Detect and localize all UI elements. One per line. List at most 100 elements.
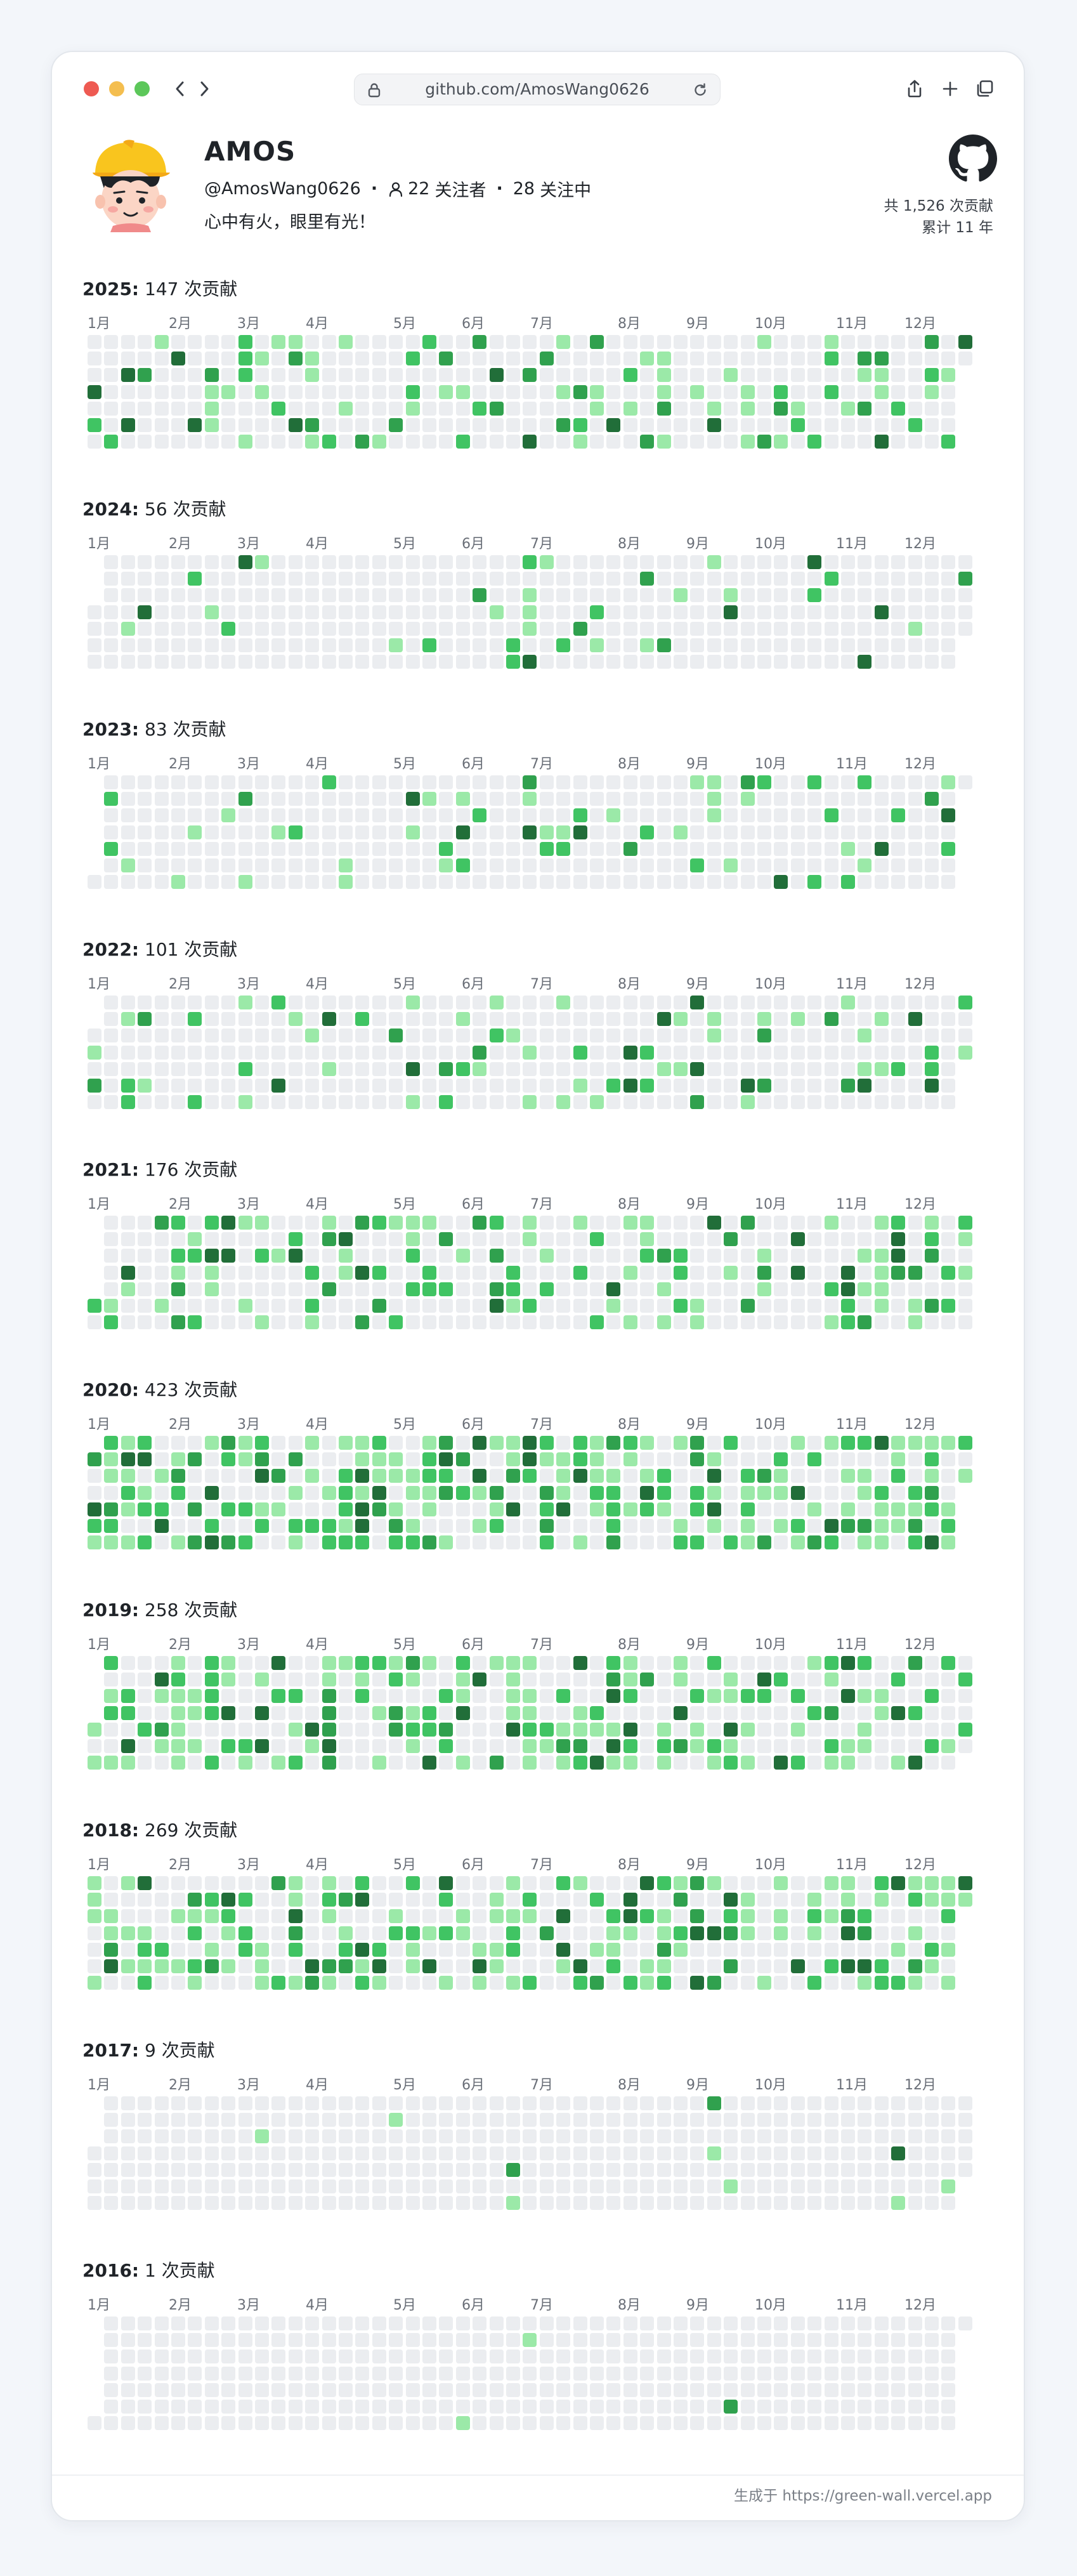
contribution-day-cell[interactable] bbox=[875, 1893, 889, 1907]
contribution-day-cell[interactable] bbox=[757, 842, 771, 856]
contribution-day-cell[interactable] bbox=[791, 1299, 805, 1313]
contribution-day-cell[interactable] bbox=[690, 1452, 704, 1466]
contribution-day-cell[interactable] bbox=[188, 1266, 202, 1280]
contribution-day-cell[interactable] bbox=[774, 1876, 788, 1890]
contribution-day-cell[interactable] bbox=[355, 435, 369, 449]
contribution-day-cell[interactable] bbox=[791, 2113, 805, 2127]
contribution-day-cell[interactable] bbox=[606, 352, 620, 365]
contribution-day-cell[interactable] bbox=[791, 2367, 805, 2381]
contribution-day-cell[interactable] bbox=[473, 1519, 486, 1533]
contribution-day-cell[interactable] bbox=[406, 1282, 420, 1296]
contribution-day-cell[interactable] bbox=[724, 638, 738, 652]
contribution-day-cell[interactable] bbox=[707, 2316, 721, 2330]
contribution-day-cell[interactable] bbox=[289, 2196, 303, 2210]
contribution-day-cell[interactable] bbox=[825, 1315, 839, 1329]
contribution-day-cell[interactable] bbox=[205, 1436, 219, 1450]
contribution-day-cell[interactable] bbox=[205, 1672, 219, 1686]
contribution-day-cell[interactable] bbox=[908, 2383, 922, 2397]
contribution-day-cell[interactable] bbox=[807, 2349, 821, 2363]
contribution-day-cell[interactable] bbox=[556, 1976, 570, 1990]
contribution-day-cell[interactable] bbox=[205, 572, 219, 586]
contribution-day-cell[interactable] bbox=[875, 588, 889, 602]
address-bar[interactable]: github.com/AmosWang0626 bbox=[354, 74, 721, 105]
contribution-day-cell[interactable] bbox=[875, 1909, 889, 1923]
contribution-day-cell[interactable] bbox=[841, 435, 855, 449]
contribution-day-cell[interactable] bbox=[858, 1706, 871, 1720]
contribution-day-cell[interactable] bbox=[757, 2333, 771, 2347]
contribution-day-cell[interactable] bbox=[573, 2196, 587, 2210]
contribution-day-cell[interactable] bbox=[138, 1706, 152, 1720]
contribution-day-cell[interactable] bbox=[205, 1012, 219, 1026]
contribution-day-cell[interactable] bbox=[473, 2113, 486, 2127]
contribution-day-cell[interactable] bbox=[590, 1282, 604, 1296]
contribution-day-cell[interactable] bbox=[807, 1672, 821, 1686]
contribution-day-cell[interactable] bbox=[606, 1926, 620, 1940]
contribution-day-cell[interactable] bbox=[741, 1095, 755, 1109]
contribution-day-cell[interactable] bbox=[724, 825, 738, 839]
contribution-day-cell[interactable] bbox=[606, 2383, 620, 2397]
contribution-day-cell[interactable] bbox=[205, 1232, 219, 1246]
contribution-day-cell[interactable] bbox=[540, 2400, 554, 2414]
contribution-day-cell[interactable] bbox=[807, 1249, 821, 1263]
contribution-day-cell[interactable] bbox=[439, 2383, 453, 2397]
contribution-day-cell[interactable] bbox=[372, 588, 386, 602]
contribution-day-cell[interactable] bbox=[155, 1315, 169, 1329]
contribution-day-cell[interactable] bbox=[573, 335, 587, 349]
contribution-day-cell[interactable] bbox=[473, 605, 486, 619]
contribution-day-cell[interactable] bbox=[757, 2383, 771, 2397]
contribution-day-cell[interactable] bbox=[155, 555, 169, 569]
contribution-day-cell[interactable] bbox=[372, 2163, 386, 2177]
contribution-day-cell[interactable] bbox=[506, 1926, 520, 1940]
contribution-day-cell[interactable] bbox=[925, 1502, 939, 1516]
contribution-day-cell[interactable] bbox=[707, 1266, 721, 1280]
contribution-day-cell[interactable] bbox=[104, 1535, 118, 1549]
contribution-day-cell[interactable] bbox=[640, 435, 654, 449]
contribution-day-cell[interactable] bbox=[606, 1976, 620, 1990]
contribution-day-cell[interactable] bbox=[757, 1299, 771, 1313]
contribution-day-cell[interactable] bbox=[238, 638, 252, 652]
contribution-day-cell[interactable] bbox=[138, 1266, 152, 1280]
contribution-day-cell[interactable] bbox=[556, 1012, 570, 1026]
contribution-day-cell[interactable] bbox=[573, 1232, 587, 1246]
contribution-day-cell[interactable] bbox=[171, 572, 185, 586]
contribution-day-cell[interactable] bbox=[188, 1232, 202, 1246]
contribution-day-cell[interactable] bbox=[606, 638, 620, 652]
contribution-day-cell[interactable] bbox=[339, 1706, 353, 1720]
contribution-day-cell[interactable] bbox=[490, 2383, 504, 2397]
contribution-day-cell[interactable] bbox=[406, 875, 420, 889]
contribution-day-cell[interactable] bbox=[807, 1926, 821, 1940]
contribution-day-cell[interactable] bbox=[925, 1535, 939, 1549]
contribution-day-cell[interactable] bbox=[490, 1216, 504, 1230]
contribution-day-cell[interactable] bbox=[389, 335, 403, 349]
contribution-day-cell[interactable] bbox=[138, 1249, 152, 1263]
contribution-day-cell[interactable] bbox=[556, 2316, 570, 2330]
contribution-day-cell[interactable] bbox=[573, 1893, 587, 1907]
contribution-day-cell[interactable] bbox=[372, 1909, 386, 1923]
contribution-day-cell[interactable] bbox=[289, 1299, 303, 1313]
contribution-day-cell[interactable] bbox=[690, 1926, 704, 1940]
contribution-day-cell[interactable] bbox=[941, 1926, 955, 1940]
contribution-day-cell[interactable] bbox=[908, 1079, 922, 1093]
contribution-day-cell[interactable] bbox=[205, 1893, 219, 1907]
contribution-day-cell[interactable] bbox=[473, 1976, 486, 1990]
contribution-day-cell[interactable] bbox=[171, 808, 185, 822]
contribution-day-cell[interactable] bbox=[891, 2146, 905, 2160]
contribution-day-cell[interactable] bbox=[556, 622, 570, 636]
contribution-day-cell[interactable] bbox=[757, 1959, 771, 1973]
contribution-day-cell[interactable] bbox=[121, 1893, 135, 1907]
contribution-day-cell[interactable] bbox=[690, 1216, 704, 1230]
contribution-day-cell[interactable] bbox=[573, 2349, 587, 2363]
contribution-day-cell[interactable] bbox=[941, 638, 955, 652]
contribution-day-cell[interactable] bbox=[389, 2129, 403, 2143]
contribution-day-cell[interactable] bbox=[289, 1315, 303, 1329]
contribution-day-cell[interactable] bbox=[908, 2349, 922, 2363]
contribution-day-cell[interactable] bbox=[188, 996, 202, 1009]
contribution-day-cell[interactable] bbox=[774, 2179, 788, 2193]
contribution-day-cell[interactable] bbox=[205, 1216, 219, 1230]
contribution-day-cell[interactable] bbox=[573, 1672, 587, 1686]
contribution-day-cell[interactable] bbox=[724, 1689, 738, 1703]
contribution-day-cell[interactable] bbox=[372, 996, 386, 1009]
contribution-day-cell[interactable] bbox=[875, 1672, 889, 1686]
contribution-day-cell[interactable] bbox=[958, 335, 972, 349]
contribution-day-cell[interactable] bbox=[556, 1282, 570, 1296]
